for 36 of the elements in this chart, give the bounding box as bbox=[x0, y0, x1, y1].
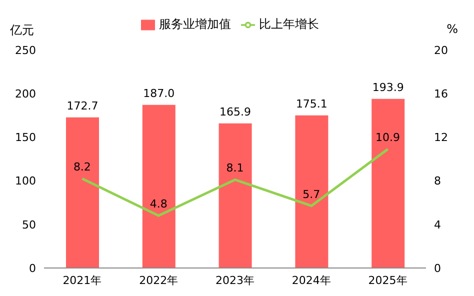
bar bbox=[372, 98, 405, 268]
y2-tick-label: 0 bbox=[434, 262, 441, 275]
x-tick-label: 2023年 bbox=[216, 274, 254, 287]
y2-tick-label: 12 bbox=[434, 131, 448, 144]
y-tick-label: 50 bbox=[22, 218, 36, 232]
data-label: 4.8 bbox=[150, 198, 168, 211]
y2-tick-label: 16 bbox=[434, 88, 448, 101]
y2-tick-label: 4 bbox=[434, 218, 441, 232]
y-tick-label: 250 bbox=[15, 44, 36, 57]
data-label: 193.9 bbox=[372, 80, 404, 94]
bar bbox=[66, 117, 99, 268]
data-label: 5.7 bbox=[302, 188, 320, 201]
x-tick-label: 2024年 bbox=[292, 274, 331, 287]
y2-axis-title: % bbox=[446, 22, 458, 36]
x-tick-label: 2021年 bbox=[62, 274, 102, 287]
data-label: 8.1 bbox=[226, 162, 244, 175]
y-tick-label: 150 bbox=[15, 131, 36, 144]
data-label: 8.2 bbox=[73, 160, 91, 174]
y-axis-title: 亿元 bbox=[10, 22, 34, 39]
data-label: 165.9 bbox=[220, 105, 252, 118]
bar bbox=[142, 104, 176, 268]
legend-label: 比上年增长 bbox=[259, 17, 319, 31]
y2-tick-label: 20 bbox=[434, 44, 448, 57]
data-label: 172.7 bbox=[66, 99, 98, 112]
data-label: 10.9 bbox=[376, 131, 400, 144]
data-label: 175.1 bbox=[296, 97, 328, 110]
x-tick-label: 2022年 bbox=[139, 274, 178, 287]
y-tick-label: 0 bbox=[29, 262, 36, 275]
legend-label: 服务业增加值 bbox=[159, 17, 231, 31]
x-tick-label: 2025年 bbox=[368, 274, 408, 287]
y-tick-label: 100 bbox=[15, 174, 36, 188]
bar bbox=[295, 115, 328, 268]
y2-tick-label: 8 bbox=[434, 174, 441, 188]
y-tick-label: 200 bbox=[15, 88, 36, 101]
bar bbox=[218, 123, 252, 268]
data-label: 187.0 bbox=[143, 86, 175, 100]
